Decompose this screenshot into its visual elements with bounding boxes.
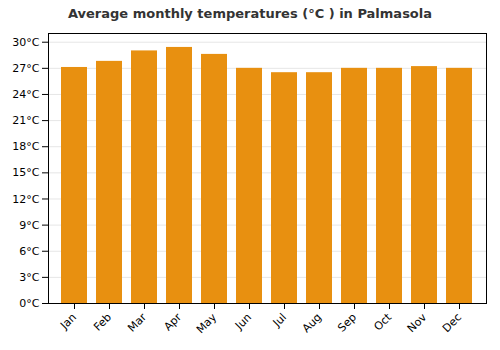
svg-text:Jan: Jan	[57, 311, 79, 333]
svg-text:Apr: Apr	[161, 310, 184, 333]
svg-text:0°C: 0°C	[19, 297, 39, 310]
svg-text:9°C: 9°C	[19, 219, 39, 232]
svg-text:24°C: 24°C	[12, 88, 39, 101]
svg-text:Mar: Mar	[125, 310, 149, 334]
svg-text:21°C: 21°C	[12, 114, 39, 127]
svg-text:18°C: 18°C	[12, 140, 39, 153]
svg-text:Nov: Nov	[405, 310, 430, 335]
svg-text:6°C: 6°C	[19, 245, 39, 258]
svg-text:30°C: 30°C	[12, 36, 39, 49]
svg-text:Feb: Feb	[91, 311, 114, 334]
svg-text:Sep: Sep	[335, 311, 359, 335]
svg-text:Dec: Dec	[440, 311, 464, 335]
svg-text:Jun: Jun	[232, 311, 254, 333]
svg-text:Oct: Oct	[371, 310, 394, 333]
svg-text:27°C: 27°C	[12, 62, 39, 75]
svg-text:3°C: 3°C	[19, 271, 39, 284]
html-text:Average monthly temperatures (: Average monthly temperatures (°C ) in Pa…	[68, 6, 432, 21]
svg-text:12°C: 12°C	[12, 193, 39, 206]
svg-text:May: May	[194, 310, 220, 336]
svg-text:Jul: Jul	[270, 311, 289, 330]
svg-text:15°C: 15°C	[12, 166, 39, 179]
svg-text:Aug: Aug	[300, 311, 324, 335]
